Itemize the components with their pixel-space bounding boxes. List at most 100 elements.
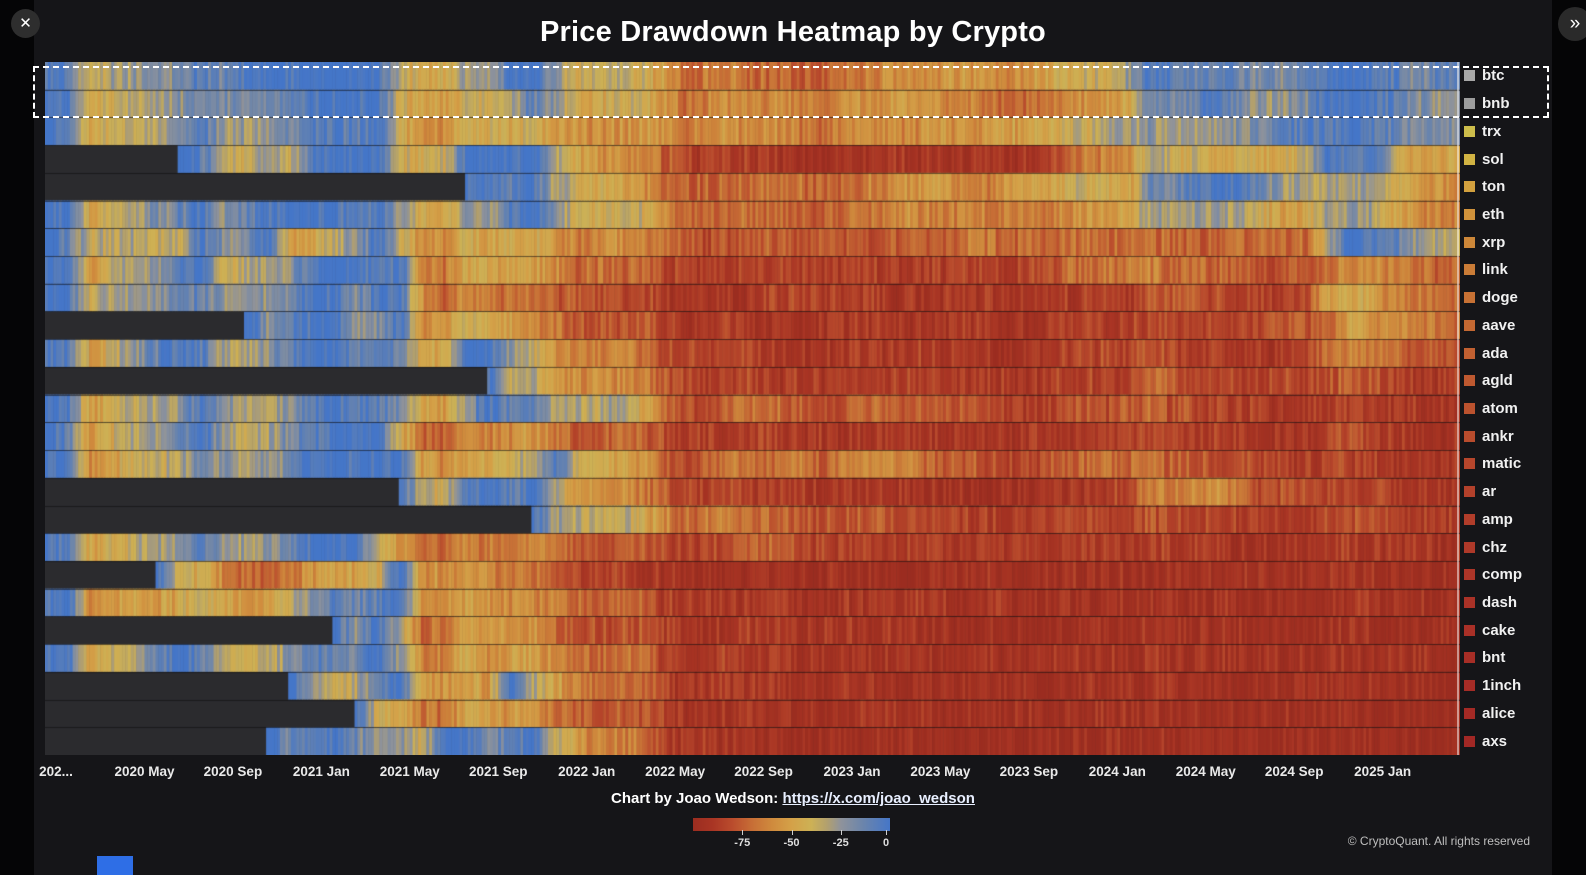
colorbar-tick-label: -50: [783, 837, 800, 849]
legend-swatch-icon: [1464, 98, 1475, 110]
plot-right-edge-line: [1457, 62, 1459, 755]
copyright-text: © CryptoQuant. All rights reserved: [1347, 834, 1530, 848]
legend-item-agld[interactable]: agld: [1464, 367, 1584, 395]
x-tick-label: 2025 Jan: [1354, 764, 1412, 779]
legend-item-bnb[interactable]: bnb: [1464, 90, 1584, 118]
x-tick-label: 2024 Sep: [1264, 764, 1324, 779]
legend-item-eth[interactable]: eth: [1464, 201, 1584, 229]
legend-label: matic: [1482, 455, 1522, 473]
legend-swatch-icon: [1464, 486, 1475, 498]
legend-item-cake[interactable]: cake: [1464, 616, 1584, 644]
colorbar: [693, 818, 890, 835]
legend-label: agld: [1482, 372, 1513, 390]
colorbar-tick-label: -25: [832, 837, 849, 849]
legend-item-1inch[interactable]: 1inch: [1464, 672, 1584, 700]
bottom-left-blue-box: [97, 856, 133, 875]
credit-link[interactable]: https://x.com/joao_wedson: [782, 790, 975, 807]
legend-item-comp[interactable]: comp: [1464, 561, 1584, 589]
close-button[interactable]: ✕: [11, 9, 40, 38]
legend-label: ada: [1482, 344, 1508, 362]
legend-swatch-icon: [1464, 70, 1475, 82]
legend-swatch-icon: [1464, 402, 1475, 414]
legend-swatch-icon: [1464, 430, 1475, 442]
legend-item-trx[interactable]: trx: [1464, 117, 1584, 145]
close-icon: ✕: [19, 15, 32, 32]
legend-label: ar: [1482, 483, 1497, 501]
legend-label: axs: [1482, 732, 1508, 750]
legend-label: eth: [1482, 205, 1505, 223]
legend: btc bnb trx sol ton eth xrp link doge aave ada agld…: [1464, 62, 1584, 755]
x-tick-label: 2021 Jan: [292, 764, 350, 779]
legend-swatch-icon: [1464, 181, 1475, 193]
legend-item-chz[interactable]: chz: [1464, 533, 1584, 561]
x-tick-label: 2022 Sep: [734, 764, 793, 779]
colorbar-tick-label: -75: [734, 837, 751, 849]
colorbar-tick-label: 0: [882, 837, 890, 849]
legend-item-bnt[interactable]: bnt: [1464, 644, 1584, 672]
legend-label: bnb: [1482, 95, 1510, 113]
legend-swatch-icon: [1464, 292, 1475, 304]
x-tick-label: 2024 May: [1175, 764, 1236, 779]
legend-item-matic[interactable]: matic: [1464, 450, 1584, 478]
legend-swatch-icon: [1464, 208, 1475, 220]
x-tick-label: 2021 Sep: [468, 764, 528, 779]
legend-item-ankr[interactable]: ankr: [1464, 422, 1584, 450]
legend-swatch-icon: [1464, 707, 1475, 719]
x-tick-label: 2021 May: [379, 764, 440, 779]
legend-swatch-icon: [1464, 680, 1475, 692]
legend-item-btc[interactable]: btc: [1464, 62, 1584, 90]
legend-label: link: [1482, 261, 1508, 279]
legend-swatch-icon: [1464, 624, 1475, 636]
legend-item-amp[interactable]: amp: [1464, 506, 1584, 534]
legend-item-dash[interactable]: dash: [1464, 589, 1584, 617]
x-tick-label: 2023 Jan: [823, 764, 881, 779]
legend-swatch-icon: [1464, 735, 1475, 747]
next-button[interactable]: »: [1558, 7, 1586, 41]
legend-label: atom: [1482, 399, 1518, 417]
x-tick-label: 2024 Jan: [1088, 764, 1146, 779]
legend-swatch-icon: [1464, 652, 1475, 664]
chevron-right-icon: »: [1569, 13, 1581, 34]
legend-item-ar[interactable]: ar: [1464, 478, 1584, 506]
credit-line: Chart by Joao Wedson: https://x.com/joao…: [0, 790, 1586, 807]
legend-label: trx: [1482, 122, 1502, 140]
legend-label: btc: [1482, 67, 1505, 85]
legend-label: cake: [1482, 621, 1516, 639]
heatmap-plot[interactable]: [45, 62, 1460, 755]
page-title: Price Drawdown Heatmap by Crypto: [540, 16, 1046, 48]
colorbar-tickmark: [886, 830, 888, 835]
x-tick-label: 2022 May: [645, 764, 706, 779]
legend-item-link[interactable]: link: [1464, 256, 1584, 284]
heatmap-canvas[interactable]: [45, 62, 1460, 755]
legend-swatch-icon: [1464, 375, 1475, 387]
legend-swatch-icon: [1464, 153, 1475, 165]
x-axis: 202... 2020 May 2020 Sep 2021 Jan 2021 May 20…: [39, 764, 1460, 786]
legend-item-aave[interactable]: aave: [1464, 311, 1584, 339]
legend-label: amp: [1482, 510, 1513, 528]
legend-label: doge: [1482, 289, 1518, 307]
legend-item-doge[interactable]: doge: [1464, 284, 1584, 312]
legend-label: ton: [1482, 178, 1506, 196]
legend-label: 1inch: [1482, 677, 1522, 695]
legend-item-atom[interactable]: atom: [1464, 395, 1584, 423]
legend-label: aave: [1482, 316, 1516, 334]
x-tick-label: 2023 May: [910, 764, 971, 779]
colorbar-tickmark: [742, 830, 744, 835]
legend-swatch-icon: [1464, 569, 1475, 581]
legend-item-alice[interactable]: alice: [1464, 700, 1584, 728]
credit-label: Chart by Joao Wedson:: [611, 790, 779, 807]
legend-swatch-icon: [1464, 458, 1475, 470]
legend-item-ada[interactable]: ada: [1464, 339, 1584, 367]
colorbar-tickmark: [840, 830, 842, 835]
legend-item-axs[interactable]: axs: [1464, 727, 1584, 755]
x-tick-label: 202...: [39, 764, 73, 779]
legend-item-xrp[interactable]: xrp: [1464, 228, 1584, 256]
legend-label: dash: [1482, 594, 1518, 612]
legend-label: comp: [1482, 566, 1523, 584]
legend-item-sol[interactable]: sol: [1464, 145, 1584, 173]
legend-item-ton[interactable]: ton: [1464, 173, 1584, 201]
legend-swatch-icon: [1464, 125, 1475, 137]
colorbar-gradient: [693, 818, 890, 831]
legend-label: alice: [1482, 704, 1516, 722]
x-tick-label: 2023 Sep: [999, 764, 1059, 779]
